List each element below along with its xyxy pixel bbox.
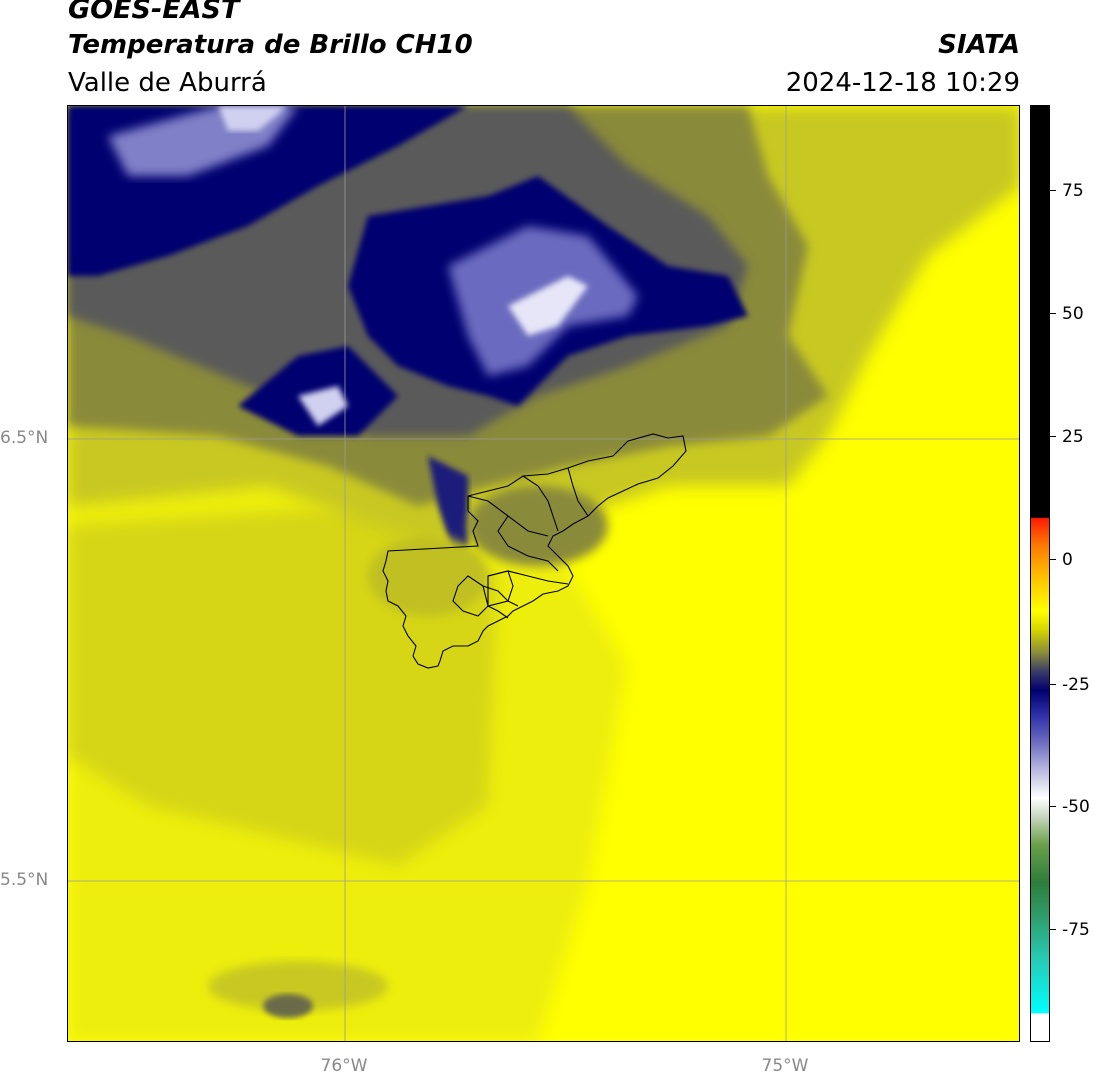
municipality-small-1 [452, 575, 489, 617]
municipality-small-2 [487, 570, 514, 607]
colorbar-tick-50 [1050, 313, 1056, 314]
product-title: Temperatura de Brillo CH10 [68, 30, 473, 60]
patch-1 [368, 536, 488, 616]
colorbar-tick-0 [1050, 559, 1056, 560]
colorbar-tick-neg25 [1050, 684, 1056, 685]
colorbar-tick-neg50 [1050, 806, 1056, 807]
satellite-title: GOES-EAST [68, 0, 240, 25]
core-nw-bright [218, 106, 288, 131]
temperature-colorbar [1030, 105, 1050, 1042]
core-center-bright [508, 276, 588, 336]
border-segment-6 [482, 585, 519, 607]
lat-label-6.5: 6.5°N [0, 428, 49, 448]
colorbar-label-75: 75 [1062, 181, 1084, 201]
colorbar-tick-neg75 [1050, 929, 1056, 930]
colorbar-tick-75 [1050, 190, 1056, 191]
colorbar-tick-25 [1050, 436, 1056, 437]
map-canvas [68, 106, 1019, 1041]
colorbar-label-neg25: -25 [1062, 675, 1090, 695]
municipality-borders [382, 433, 687, 669]
lat-label-5.5: 5.5°N [0, 870, 49, 890]
patch-2 [468, 486, 608, 566]
core-south-bright [298, 386, 348, 426]
datetime-label: 2024-12-18 10:29 [785, 68, 1020, 98]
border-segment-2 [522, 475, 559, 532]
border-segment-4 [497, 515, 559, 572]
lon-label-75: 75°W [761, 1056, 809, 1076]
organization-label: SIATA [938, 30, 1020, 60]
colorbar-label-0: 0 [1062, 550, 1073, 570]
outer-border [382, 433, 687, 669]
colorbar-label-neg75: -75 [1062, 920, 1090, 940]
border-segment-3 [567, 467, 589, 517]
lon-label-76: 76°W [320, 1056, 368, 1076]
colorbar-label-25: 25 [1062, 427, 1084, 447]
colorbar-label-50: 50 [1062, 304, 1084, 324]
colorbar-label-neg50: -50 [1062, 797, 1090, 817]
border-segment-7 [487, 605, 509, 619]
patch-4 [263, 994, 313, 1018]
cold-tail [428, 456, 468, 551]
patch-3 [208, 961, 388, 1011]
brightness-temperature-map[interactable] [67, 105, 1020, 1042]
region-subtitle: Valle de Aburrá [68, 68, 267, 98]
